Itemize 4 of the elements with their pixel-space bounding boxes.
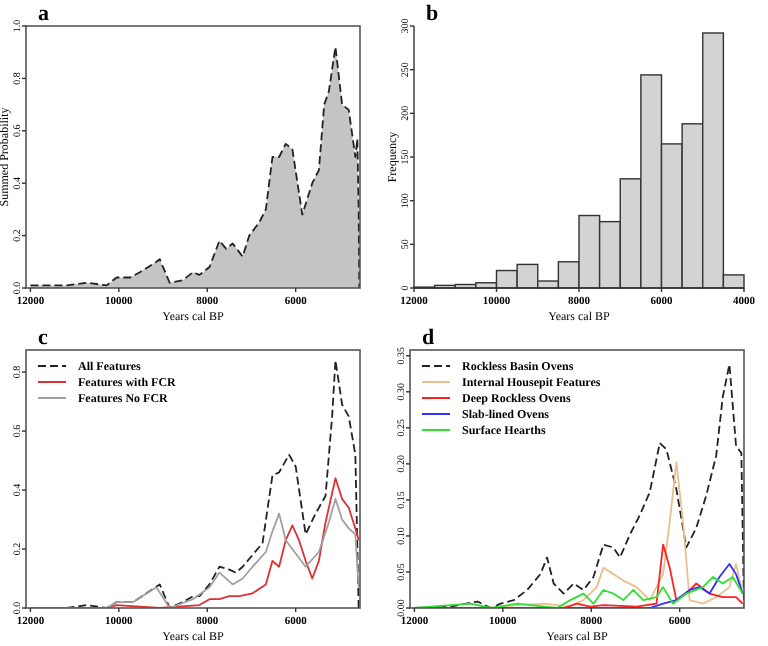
- chart-title: a: [38, 2, 50, 26]
- chart-title: c: [38, 326, 48, 350]
- chart-title: b: [426, 2, 439, 26]
- chart-title: d: [422, 326, 435, 350]
